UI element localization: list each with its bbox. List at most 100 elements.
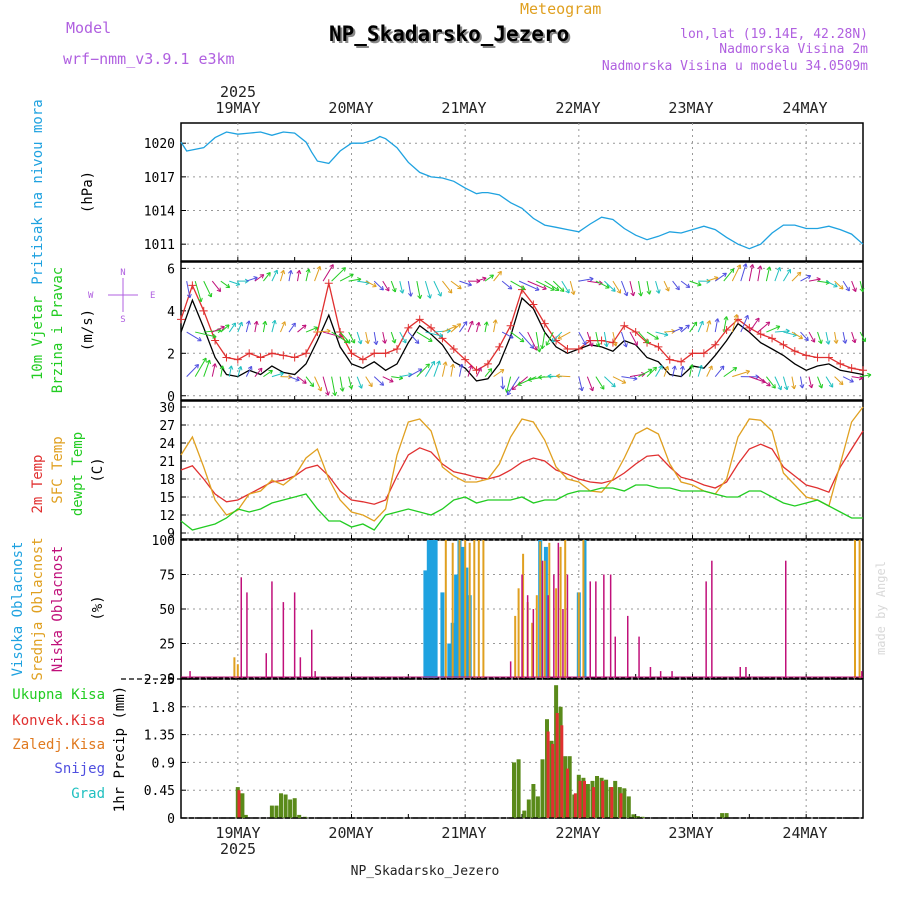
station-title: NP_Skadarsko_Jezero: [329, 22, 569, 46]
bar-niska-oblacnost: [510, 661, 512, 678]
bar-ukupna-kisa: [613, 781, 617, 818]
bar-ukupna-kisa: [527, 800, 531, 819]
bar-niska-oblacnost: [650, 667, 652, 678]
bar-niska-oblacnost: [547, 595, 549, 678]
bar-srednja-oblacnost: [536, 595, 538, 678]
ytick-label-4: 0.9: [152, 756, 175, 771]
bar-ukupna-kisa: [595, 776, 599, 818]
bar-konvek-kisa: [610, 787, 613, 818]
bar-konvek-kisa: [592, 787, 595, 818]
day-label-top-2: 21MAY: [441, 99, 486, 117]
wind-title-1: 10m Vjetar: [30, 296, 46, 380]
bar-srednja-oblacnost: [445, 540, 447, 678]
bar-ukupna-kisa: [275, 806, 279, 818]
bar-srednja-oblacnost: [473, 540, 475, 678]
day-label-bottom-0: 19MAY: [215, 824, 260, 842]
bar-srednja-oblacnost: [233, 657, 235, 678]
dewpt-title: dewpt Temp: [70, 432, 86, 516]
bar-niska-oblacnost: [241, 577, 243, 678]
bar-niska-oblacnost: [785, 561, 787, 678]
panel-frame-0: [181, 123, 863, 261]
bar-niska-oblacnost: [705, 581, 707, 678]
bar-niska-oblacnost: [311, 630, 313, 678]
plot-layer: 1011101410171020024691215182124273002550…: [121, 123, 871, 827]
bar-ukupna-kisa: [517, 759, 521, 818]
bar-niska-oblacnost: [294, 592, 296, 678]
pressure-ylabel: (hPa): [80, 171, 96, 213]
bar-konvek-kisa: [238, 790, 241, 818]
ytick-label-3: 25: [159, 638, 175, 653]
day-label-top-3: 22MAY: [555, 99, 600, 117]
bar-ukupna-kisa: [720, 813, 724, 818]
bar-konvek-kisa: [556, 713, 559, 818]
bar-srednja-oblacnost: [539, 541, 541, 678]
wind-title-2: Brzina i Pravac: [50, 267, 66, 393]
bar-srednja-oblacnost: [469, 543, 471, 678]
bar-srednja-oblacnost: [582, 540, 584, 678]
bar-srednja-oblacnost: [518, 588, 520, 678]
bar-ukupna-kisa: [288, 800, 292, 819]
elevation-label: Nadmorska Visina 2m: [719, 42, 868, 57]
ytick-label-2: 30: [159, 401, 175, 416]
footer-station: NP_Skadarsko_Jezero: [351, 864, 500, 879]
bar-niska-oblacnost: [300, 657, 302, 678]
bar-srednja-oblacnost: [237, 664, 239, 678]
day-label-top-1: 20MAY: [328, 99, 373, 117]
bar-ukupna-kisa: [293, 798, 297, 818]
temp-ylabel: (C): [90, 457, 106, 482]
model-elevation-label: Nadmorska Visina u modelu 34.0509m: [602, 59, 868, 74]
bar-niska-oblacnost: [610, 575, 612, 679]
cloud-high-title: Visoka Oblacnost: [10, 542, 26, 677]
ytick-label-2: 15: [159, 491, 175, 506]
bar-niska-oblacnost: [271, 581, 273, 678]
legend-strat: Zaledj.Kisa: [12, 737, 105, 753]
ytick-label-4: 1.8: [152, 701, 175, 716]
bar-ukupna-kisa: [531, 784, 535, 818]
bar-ukupna-kisa: [240, 793, 244, 818]
bar-srednja-oblacnost: [459, 540, 461, 678]
model-label: Model: [66, 19, 111, 37]
bar-niska-oblacnost: [590, 581, 592, 678]
compass-e: E: [150, 291, 155, 301]
day-label-top-4: 23MAY: [668, 99, 713, 117]
day-label-bottom-2: 21MAY: [441, 824, 486, 842]
bar-srednja-oblacnost: [514, 616, 516, 678]
bar-konvek-kisa: [583, 781, 586, 818]
bar-niska-oblacnost: [638, 637, 640, 678]
bar-ukupna-kisa: [627, 796, 631, 818]
compass-icon: N S W E: [88, 268, 155, 325]
bar-niska-oblacnost: [603, 575, 605, 679]
ytick-label-2: 18: [159, 473, 175, 488]
ytick-label-2: 12: [159, 509, 175, 524]
day-label-bottom-3: 22MAY: [555, 824, 600, 842]
year-label-bottom: 2025: [220, 840, 256, 858]
day-label-bottom-5: 24MAY: [782, 824, 827, 842]
bar-srednja-oblacnost: [482, 540, 484, 678]
compass-s: S: [120, 315, 125, 325]
bar-niska-oblacnost: [283, 602, 285, 678]
legend-total: Ukupna Kisa: [12, 687, 105, 703]
bar-niska-oblacnost: [615, 637, 617, 678]
day-label-bottom-4: 23MAY: [668, 824, 713, 842]
compass-n: N: [120, 268, 125, 278]
bar-niska-oblacnost: [627, 616, 629, 678]
bar-niska-oblacnost: [595, 581, 597, 678]
ytick-label-2: 27: [159, 419, 175, 434]
wind-ylabel: (m/s): [80, 309, 96, 351]
bar-srednja-oblacnost: [544, 561, 546, 678]
bar-konvek-kisa: [560, 725, 563, 818]
bar-ukupna-kisa: [536, 796, 540, 818]
bar-konvek-kisa: [601, 781, 604, 818]
bar-niska-oblacnost: [266, 653, 268, 678]
cloud-low-title: Niska Oblacnost: [50, 546, 66, 672]
bar-srednja-oblacnost: [564, 540, 566, 678]
bar-konvek-kisa: [619, 793, 622, 818]
bar-ukupna-kisa: [586, 784, 590, 818]
legend-hail: Grad: [71, 786, 105, 802]
bar-konvek-kisa: [547, 732, 550, 819]
bar-ukupna-kisa: [270, 806, 274, 818]
bar-srednja-oblacnost: [560, 547, 562, 678]
